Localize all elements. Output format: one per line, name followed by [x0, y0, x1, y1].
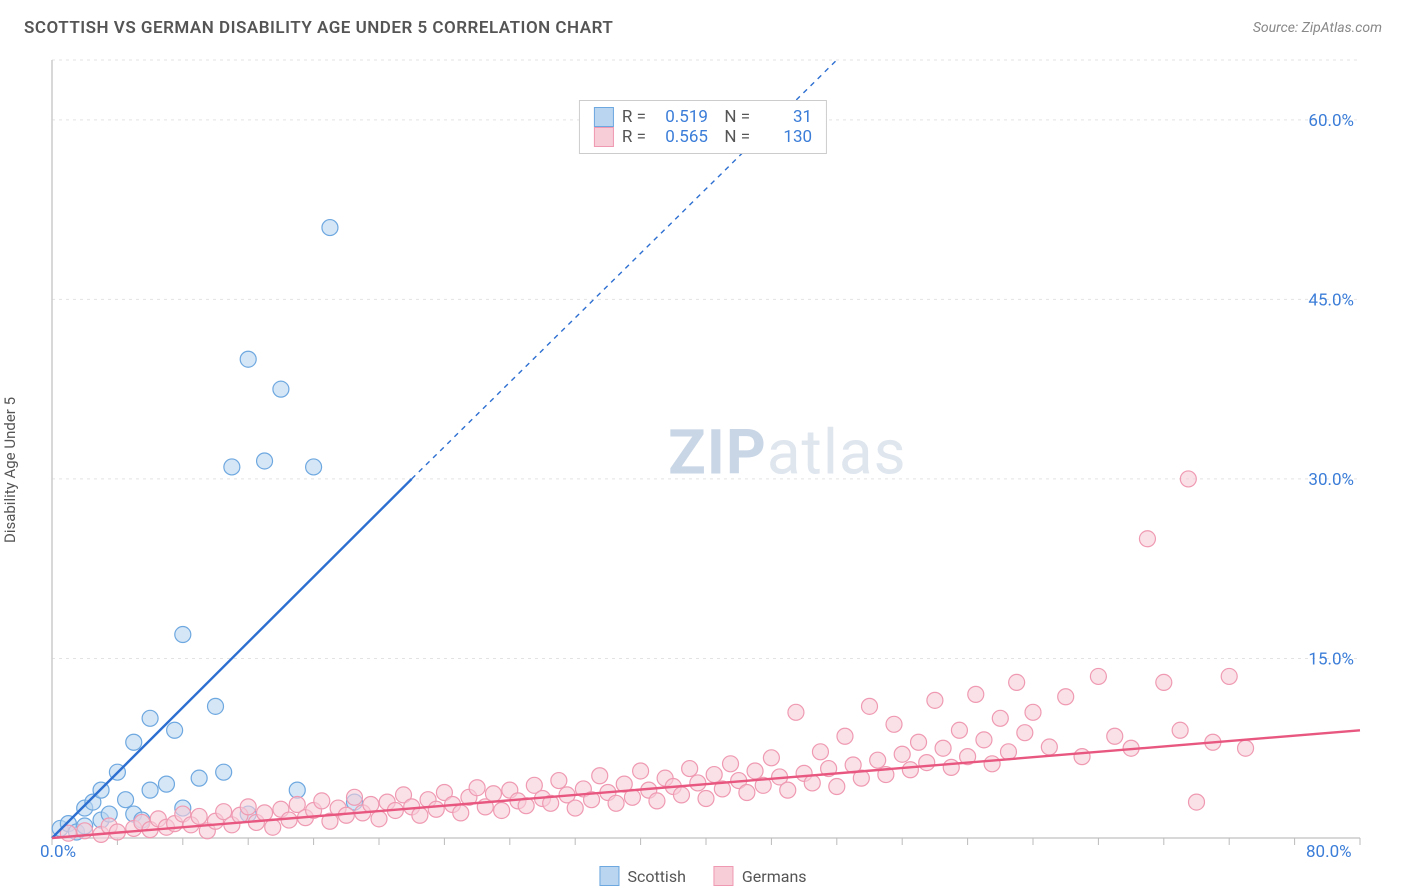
chart-area: Disability Age Under 5 15.0% 30.0% 45.0% 60…: [0, 48, 1406, 892]
r-label: R =: [622, 127, 646, 147]
chart-source: Source: ZipAtlas.com: [1253, 20, 1382, 36]
series-legend: Scottish Germans: [599, 866, 806, 886]
chart-title: SCOTTISH VS GERMAN DISABILITY AGE UNDER …: [24, 18, 613, 38]
svg-text:15.0%: 15.0%: [1308, 649, 1354, 669]
chart-header: SCOTTISH VS GERMAN DISABILITY AGE UNDER …: [0, 0, 1406, 46]
r-value: 0.565: [654, 127, 708, 147]
svg-text:30.0%: 30.0%: [1308, 470, 1354, 490]
r-label: R =: [622, 107, 646, 127]
legend-swatch: [714, 866, 734, 886]
x-axis-start-label: 0.0%: [40, 842, 76, 862]
scatter-plot-svg: 15.0% 30.0% 45.0% 60.0%: [0, 48, 1406, 892]
n-label: N =: [716, 107, 750, 127]
svg-text:45.0%: 45.0%: [1308, 290, 1354, 310]
legend-swatch: [594, 107, 614, 127]
r-value: 0.519: [654, 107, 708, 127]
legend-item: Scottish: [599, 866, 685, 886]
legend-swatch: [594, 127, 614, 147]
svg-text:60.0%: 60.0%: [1308, 111, 1354, 131]
n-value: 31: [758, 107, 812, 127]
legend-label: Germans: [742, 867, 807, 886]
n-value: 130: [758, 127, 812, 147]
legend-item: Germans: [714, 866, 807, 886]
y-axis-label: Disability Age Under 5: [1, 397, 19, 543]
legend-swatch: [599, 866, 619, 886]
legend-label: Scottish: [627, 867, 685, 886]
x-axis-end-label: 80.0%: [1306, 842, 1352, 862]
n-label: N =: [716, 127, 750, 147]
correlation-legend: R = 0.519 N = 31 R = 0.565 N = 130: [579, 100, 827, 154]
legend-stat-row: R = 0.519 N = 31: [594, 107, 812, 127]
legend-stat-row: R = 0.565 N = 130: [594, 127, 812, 147]
